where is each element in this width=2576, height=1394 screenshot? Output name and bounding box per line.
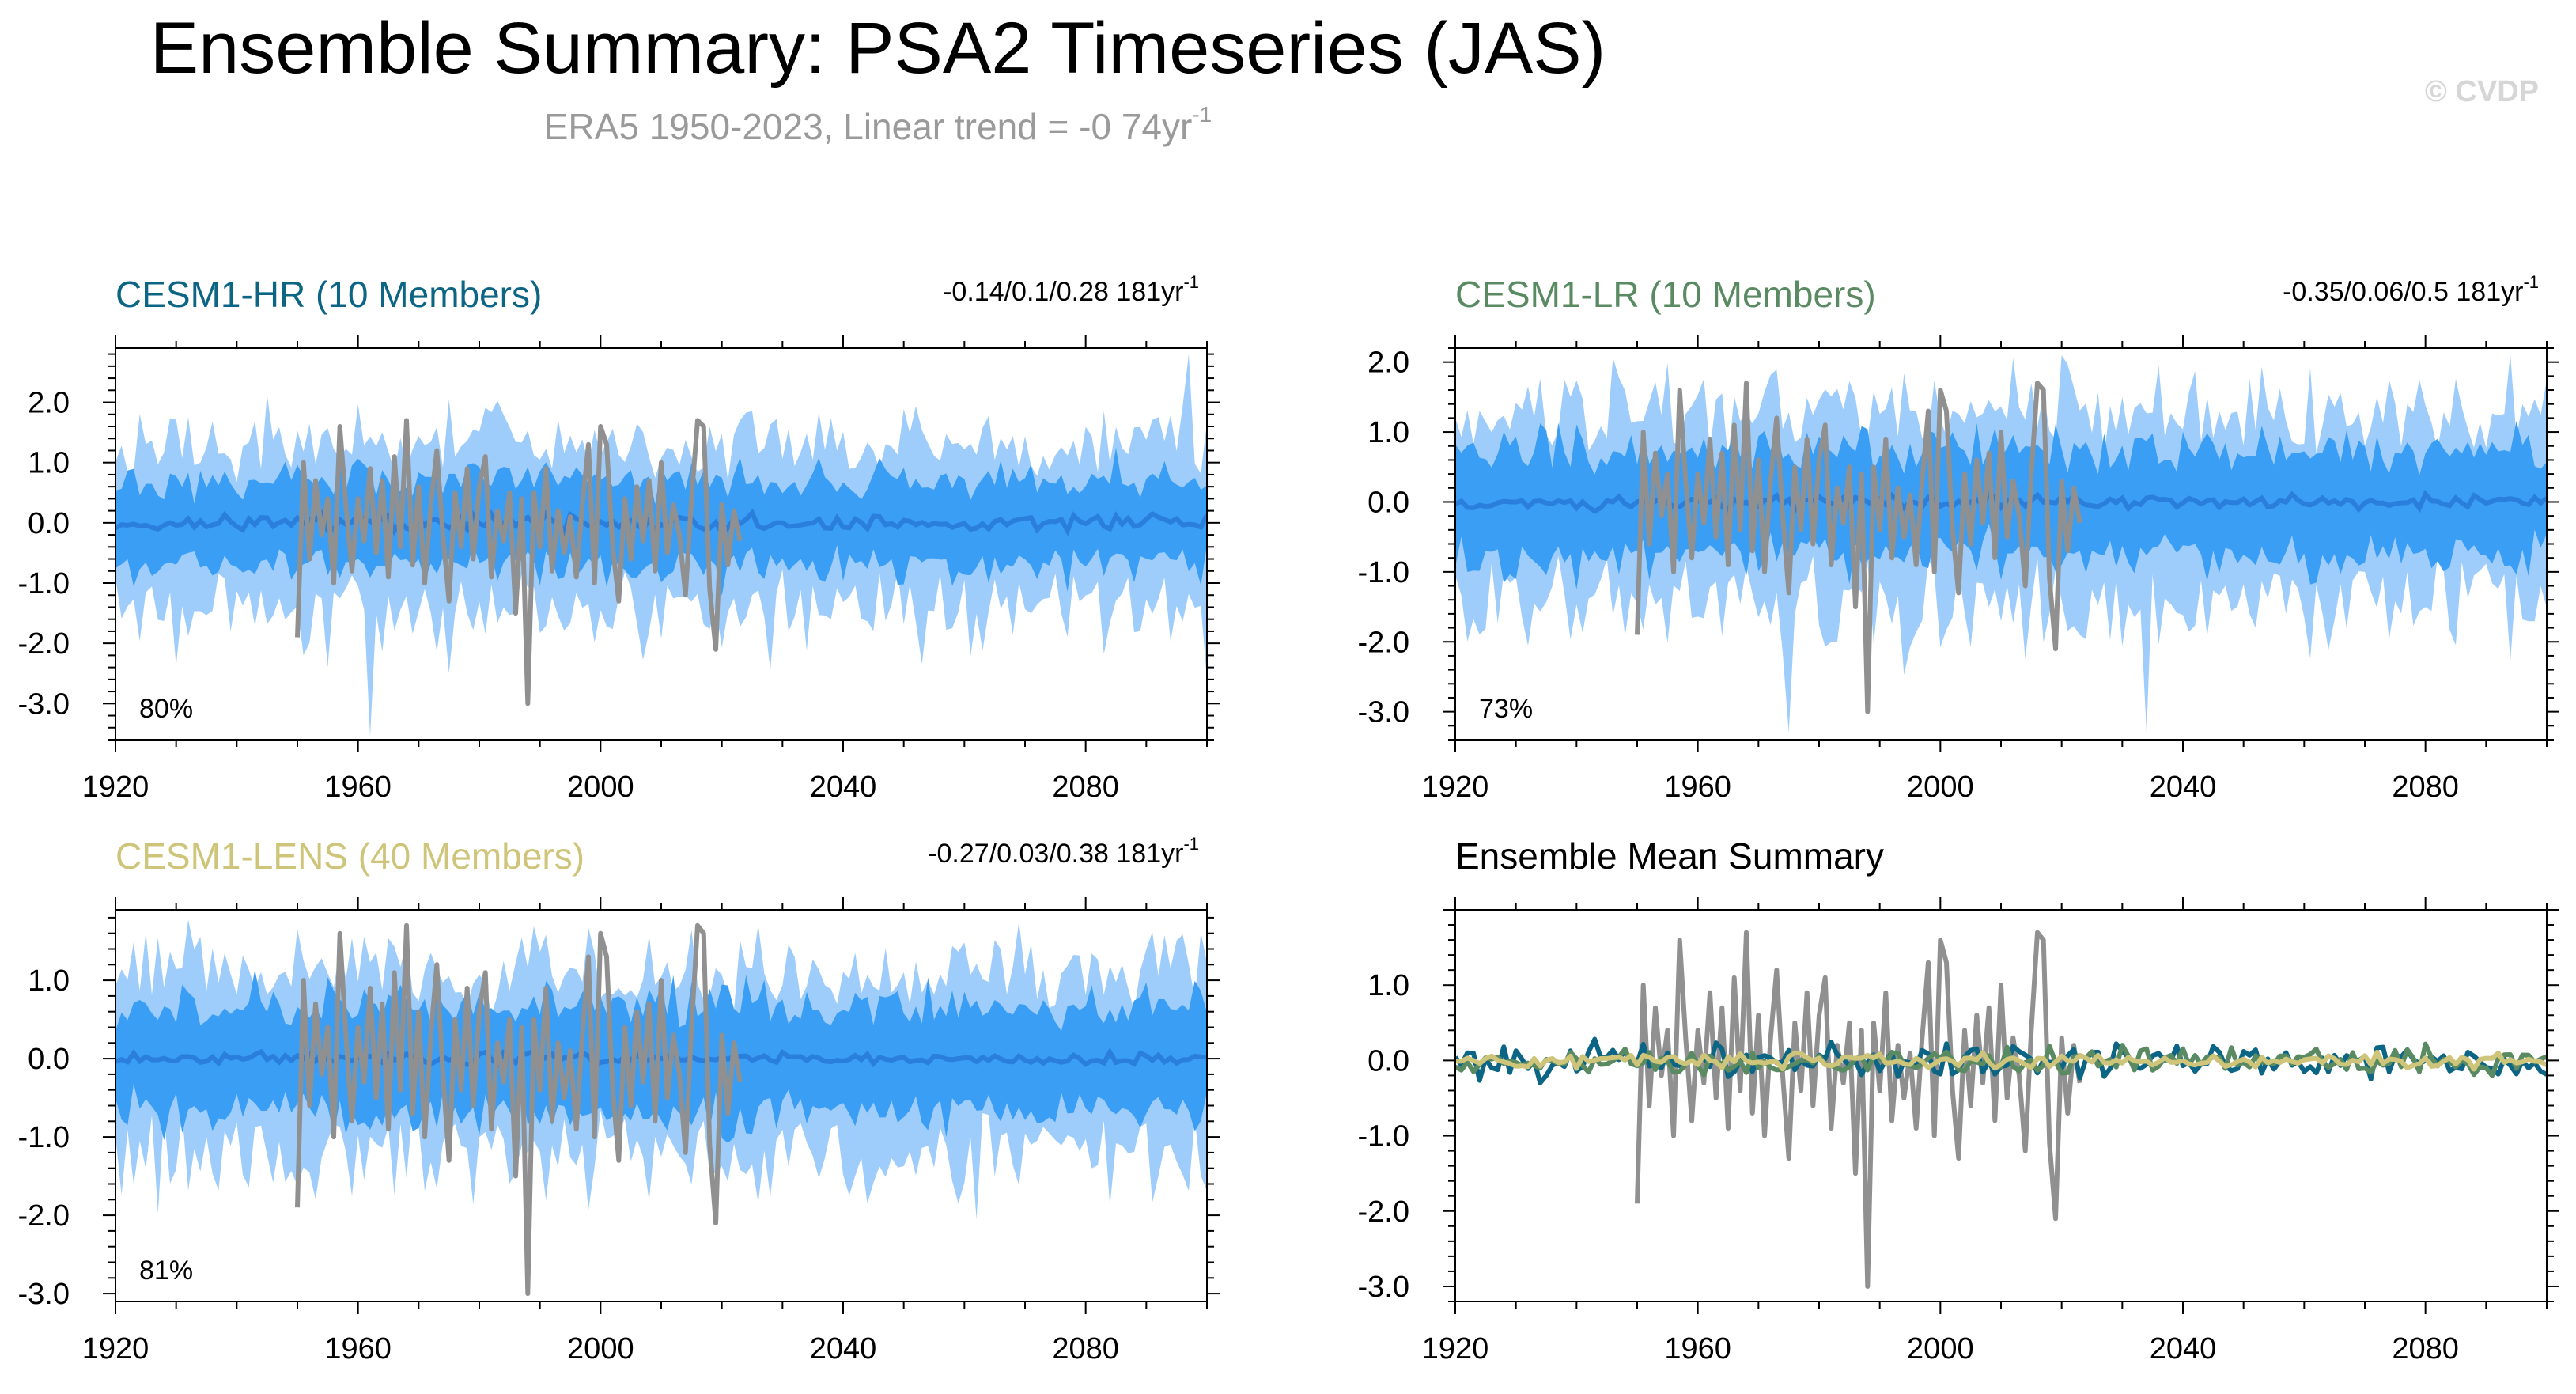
y-tick-label: -1.0 [18,567,70,600]
plot-area [1455,354,2547,733]
percent-label: 73% [1479,694,1533,724]
x-tick-label: 2000 [567,1332,634,1366]
y-tick-label: -3.0 [1358,1271,1409,1304]
x-tick-label: 1920 [1422,1332,1489,1366]
panel-stats-text: -0.27/0.03/0.38 181yr [928,839,1183,869]
percent-label: 81% [139,1256,193,1286]
ensemble-mean-line [1455,489,2547,514]
observed-line [295,922,743,1297]
y-tick-label: 0.0 [28,507,70,540]
panel-stats: -0.27/0.03/0.38 181yr-1 [928,834,1199,869]
y-tick-label: -1.0 [18,1121,70,1154]
panel-stats: -0.35/0.06/0.5 181yr-1 [2283,272,2539,307]
figure-title: Ensemble Summary: PSA2 Timeseries (JAS) [150,8,1606,89]
panel-title: CESM1-HR (10 Members) [115,274,542,315]
y-tick-label: 0.0 [1367,486,1409,519]
percent-label: 80% [139,694,193,724]
x-tick-label: 2000 [1907,771,1974,804]
y-tick-label: 0.0 [28,1043,70,1076]
panel-cesm1-hr: 80% 1920 1960 2000 2040 2080 2.0 1.0 0.0 -1.0 -2.0… [18,272,1220,804]
y-tick-label: 1.0 [28,964,70,998]
x-tick-label: 1960 [1664,771,1731,804]
subtitle-text: ERA5 1950-2023, Linear trend = -0 74yr [544,106,1193,147]
plot-area [115,919,1207,1297]
ensemble-mean-line [115,508,1207,537]
y-tick-label: -3.0 [18,688,70,721]
panel-stats-superscript: -1 [1183,272,1199,292]
panel-title: CESM1-LENS (40 Members) [115,835,584,877]
x-tick-label: 2080 [1052,771,1119,804]
x-tick-label: 2080 [1052,1332,1119,1366]
x-tick-label: 2080 [2392,771,2459,804]
y-tick-label: -3.0 [18,1278,70,1311]
panel-title: CESM1-LR (10 Members) [1455,274,1876,315]
x-tick-label: 2040 [810,1332,877,1366]
y-tick-label: -1.0 [1358,1120,1409,1153]
panel-stats-superscript: -1 [1183,834,1199,854]
panel-stats-text: -0.35/0.06/0.5 181yr [2283,277,2523,307]
y-tick-label: 1.0 [28,447,70,480]
x-tick-label: 2040 [2150,771,2217,804]
ensemble-mean-line [115,1047,1207,1069]
panel-cesm1-lens: 81% 1920 1960 2000 2040 2080 1.0 0.0 -1.0 -2.0 -3.… [18,834,1220,1366]
figure-subtitle: ERA5 1950-2023, Linear trend = -0 74yr-1 [544,102,1212,147]
observed-line [295,418,743,706]
y-tick-label: 1.0 [1367,416,1409,449]
x-tick-label: 2040 [810,771,877,804]
y-tick-label: -3.0 [1358,696,1409,729]
panel-ensemble-mean: 1920 1960 2000 2040 2080 1.0 0.0 -1.0 -2.0 -3.0 En… [1358,835,2559,1366]
y-tick-label: -1.0 [1358,556,1409,589]
y-tick-label: 1.0 [1367,969,1409,1002]
plot-area [1455,930,2547,1289]
panel-cesm1-lr: 73% 1920 1960 2000 2040 2080 2.0 1.0 0.0 -1.0 -2.0… [1358,272,2559,804]
x-tick-label: 1920 [82,771,149,804]
watermark: © CVDP [2425,75,2539,108]
x-tick-label: 2000 [1907,1332,1974,1366]
observed-line [1635,930,2082,1289]
x-tick-label: 1960 [1664,1332,1731,1366]
y-tick-label: -2.0 [18,1199,70,1233]
x-tick-label: 1920 [82,1332,149,1366]
x-tick-label: 1960 [324,1332,392,1366]
plot-area [115,354,1207,737]
x-tick-label: 2000 [567,771,634,804]
panel-stats: -0.14/0.1/0.28 181yr-1 [943,272,1199,307]
y-tick-label: -2.0 [1358,626,1409,659]
panel-title: Ensemble Mean Summary [1455,835,1884,877]
observed-line [1635,381,2082,714]
x-tick-label: 2040 [2150,1332,2217,1366]
y-tick-label: -2.0 [1358,1195,1409,1229]
mean-line-lens [1455,1049,2547,1072]
plot-frame [1454,909,2548,1302]
y-tick-label: 2.0 [28,387,70,420]
panel-stats-text: -0.14/0.1/0.28 181yr [943,277,1183,307]
subtitle-superscript: -1 [1192,102,1212,127]
x-tick-label: 1920 [1422,771,1489,804]
panel-stats-superscript: -1 [2523,272,2539,292]
x-tick-label: 2080 [2392,1332,2459,1366]
x-tick-label: 1960 [324,771,392,804]
y-tick-label: -2.0 [18,627,70,661]
y-tick-label: 2.0 [1367,347,1409,380]
y-tick-label: 0.0 [1367,1044,1409,1078]
